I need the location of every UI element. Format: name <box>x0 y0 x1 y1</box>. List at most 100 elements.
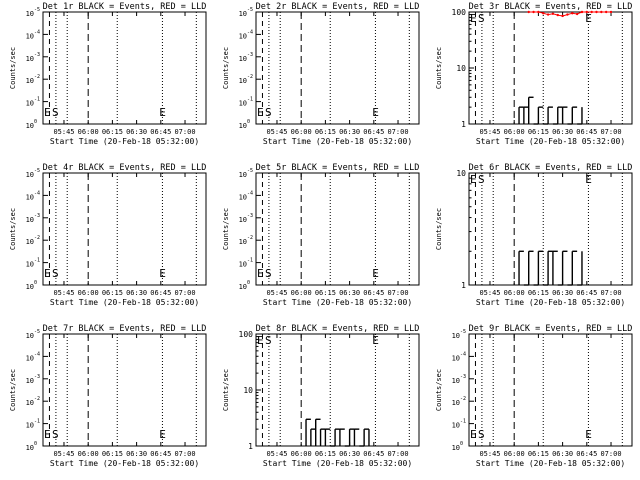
y-tick-exponent: -5 <box>34 329 40 335</box>
y-axis-label: Counts/sec <box>222 369 230 411</box>
x-axis-label: Start Time (20-Feb-18 05:32:00) <box>476 459 625 468</box>
x-tick-label: 06:00 <box>291 289 312 297</box>
x-tick-label: 06:00 <box>78 128 99 136</box>
start-marker-e: E <box>470 12 477 25</box>
y-tick-label: 10 <box>26 77 34 85</box>
y-tick-exponent: -1 <box>247 258 253 264</box>
x-tick-label: 06:30 <box>126 128 147 136</box>
y-axis-label: Counts/sec <box>435 208 443 250</box>
y-tick-exponent: -3 <box>34 213 40 219</box>
panel-3: Det 3r BLACK = Events, RED = LLD Counts/s… <box>435 2 633 146</box>
y-tick-exponent: -4 <box>247 190 253 196</box>
x-axis-label: Start Time (20-Feb-18 05:32:00) <box>50 459 199 468</box>
y-tick-label: 10 <box>239 261 247 269</box>
x-axis-label: Start Time (20-Feb-18 05:32:00) <box>263 298 412 307</box>
panel-7: Det 7r BLACK = Events, RED = LLD Counts/s… <box>9 324 207 468</box>
x-tick-label: 07:00 <box>600 289 621 297</box>
lld-point <box>595 10 598 14</box>
lld-series <box>528 11 611 17</box>
y-axis-label: Counts/sec <box>222 208 230 250</box>
y-tick-label: 100 <box>239 330 254 339</box>
y-tick-label: 10 <box>243 386 253 395</box>
start-marker-s: S <box>52 267 59 280</box>
chart-title: Det 2r BLACK = Events, RED = LLD <box>256 2 420 12</box>
x-axis-label: Start Time (20-Feb-18 05:32:00) <box>50 137 199 146</box>
x-tick-label: 06:30 <box>126 289 147 297</box>
y-axis-label: Counts/sec <box>435 47 443 89</box>
x-tick-label: 05:45 <box>479 289 500 297</box>
y-axis-label: Counts/sec <box>435 369 443 411</box>
x-tick-label: 06:45 <box>363 128 384 136</box>
chart-title: Det 1r BLACK = Events, RED = LLD <box>43 2 207 12</box>
panel-4: Det 4r BLACK = Events, RED = LLD Counts/s… <box>9 163 207 307</box>
x-tick-label: 06:30 <box>552 289 573 297</box>
y-tick-exponent: -3 <box>247 52 253 58</box>
x-tick-label: 06:15 <box>315 128 336 136</box>
x-tick-label: 05:45 <box>53 450 74 458</box>
y-axis-label: Counts/sec <box>9 47 17 89</box>
x-tick-label: 06:30 <box>552 450 573 458</box>
lld-point <box>537 10 540 14</box>
y-tick-label: 10 <box>26 354 34 362</box>
lld-point <box>546 13 550 16</box>
y-tick-label: 10 <box>239 216 247 224</box>
x-tick-label: 06:00 <box>78 289 99 297</box>
x-tick-label: 06:45 <box>150 289 171 297</box>
x-tick-label: 06:15 <box>102 128 123 136</box>
y-tick-label: 10 <box>26 32 34 40</box>
end-marker-e: E <box>585 12 592 25</box>
x-tick-label: 06:00 <box>504 450 525 458</box>
y-tick-exponent: -5 <box>460 329 466 335</box>
x-tick-label: 06:45 <box>576 450 597 458</box>
y-tick-exponent: -4 <box>34 351 40 357</box>
y-tick-exponent: -2 <box>247 74 253 80</box>
x-tick-label: 06:00 <box>78 450 99 458</box>
x-tick-label: 05:45 <box>53 289 74 297</box>
x-tick-label: 06:15 <box>528 289 549 297</box>
x-tick-label: 06:15 <box>315 450 336 458</box>
y-tick-exponent: 0 <box>247 280 250 286</box>
y-tick-label: 10 <box>239 10 247 18</box>
lld-point <box>527 10 530 14</box>
y-tick-label: 10 <box>452 377 460 385</box>
lld-point <box>551 12 555 15</box>
y-tick-exponent: -4 <box>34 190 40 196</box>
y-tick-label: 10 <box>26 171 34 179</box>
y-tick-label: 10 <box>26 422 34 430</box>
plot-frame <box>468 333 633 447</box>
y-tick-label: 10 <box>26 216 34 224</box>
y-tick-label: 10 <box>452 332 460 340</box>
y-tick-label: 10 <box>26 100 34 108</box>
x-tick-label: 06:00 <box>291 450 312 458</box>
end-marker-e: E <box>585 428 592 441</box>
y-tick-label: 100 <box>452 8 467 17</box>
y-tick-exponent: -1 <box>247 97 253 103</box>
panel-8: Det 8r BLACK = Events, RED = LLD Counts/s… <box>222 324 420 468</box>
y-tick-exponent: 0 <box>34 441 37 447</box>
y-tick-label: 1 <box>461 281 466 290</box>
y-axis-label: Counts/sec <box>222 47 230 89</box>
y-tick-exponent: -1 <box>34 419 40 425</box>
panel-9: Det 9r BLACK = Events, RED = LLD Counts/s… <box>435 324 633 468</box>
chart-title: Det 9r BLACK = Events, RED = LLD <box>469 324 633 334</box>
y-tick-label: 10 <box>239 283 247 291</box>
y-tick-exponent: -2 <box>34 74 40 80</box>
x-tick-label: 06:15 <box>315 289 336 297</box>
x-tick-label: 06:30 <box>339 450 360 458</box>
y-axis-label: Counts/sec <box>9 369 17 411</box>
start-marker-s: S <box>52 428 59 441</box>
panel-5: Det 5r BLACK = Events, RED = LLD Counts/s… <box>222 163 420 307</box>
x-axis-label: Start Time (20-Feb-18 05:32:00) <box>263 137 412 146</box>
x-tick-label: 05:45 <box>266 289 287 297</box>
plot-frame <box>468 172 633 286</box>
y-tick-label: 10 <box>452 399 460 407</box>
x-tick-label: 06:15 <box>528 450 549 458</box>
end-marker-e: E <box>159 106 166 119</box>
end-marker-e: E <box>159 428 166 441</box>
lld-point <box>600 10 603 14</box>
panel-1: Det 1r BLACK = Events, RED = LLD Counts/s… <box>9 2 207 146</box>
x-tick-label: 05:45 <box>479 450 500 458</box>
x-tick-label: 06:45 <box>576 128 597 136</box>
x-axis-label: Start Time (20-Feb-18 05:32:00) <box>50 298 199 307</box>
x-tick-label: 06:15 <box>528 128 549 136</box>
